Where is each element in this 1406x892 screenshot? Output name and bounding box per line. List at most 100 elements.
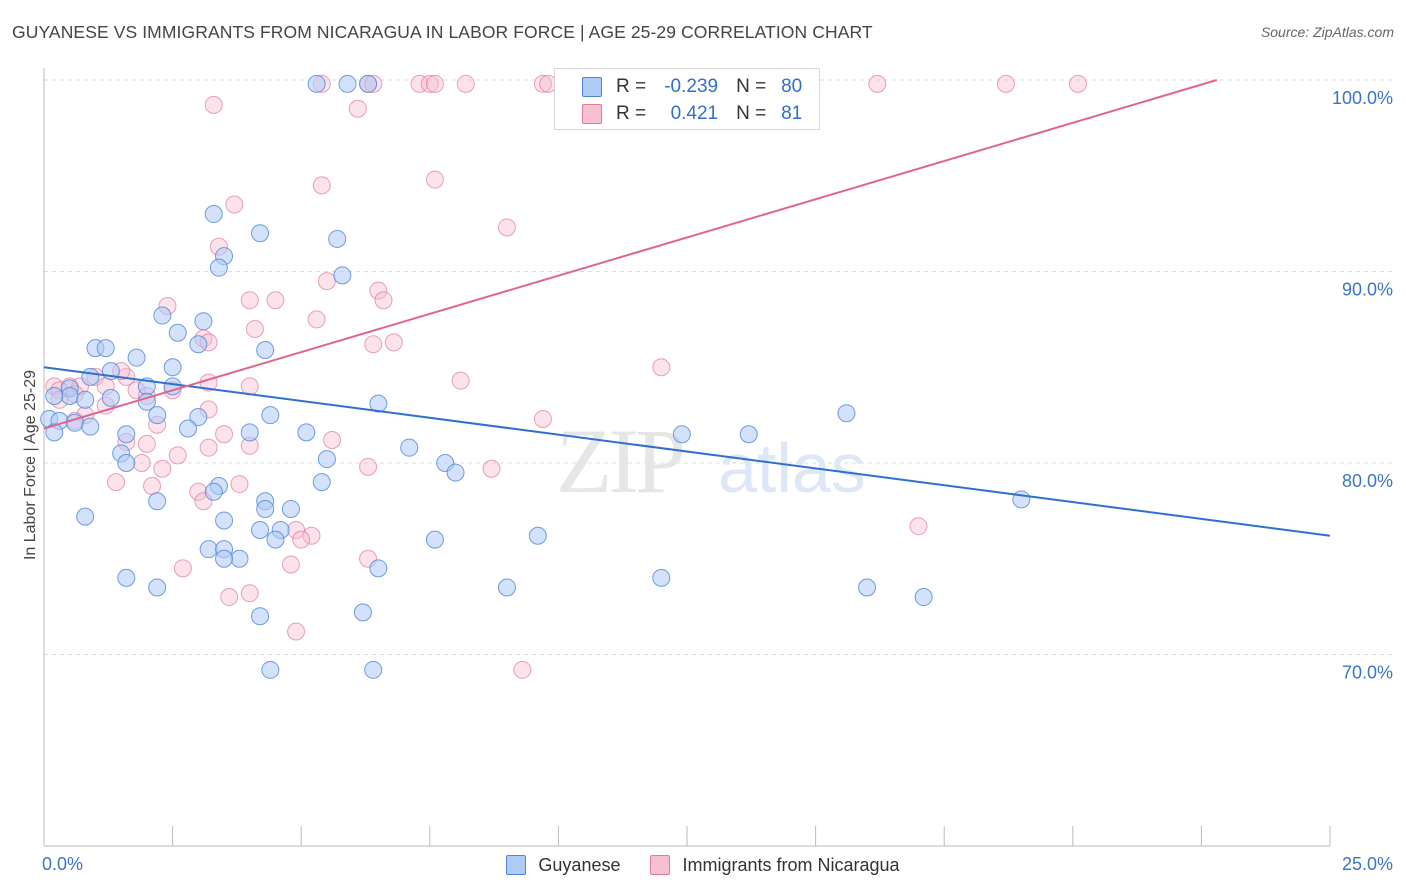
guyanese-point: [101, 388, 120, 407]
guyanese-point: [425, 530, 444, 549]
nicaragua-point: [420, 74, 439, 93]
nicaragua-point: [451, 371, 470, 390]
pink-points: [45, 74, 1087, 679]
guyanese-point: [189, 408, 208, 427]
legend-n-label: N =: [736, 76, 767, 97]
guyanese-point: [148, 492, 167, 511]
legend-n-value: 81: [781, 103, 803, 124]
nicaragua-point: [307, 310, 326, 329]
legend-n-value: 80: [781, 76, 803, 97]
nicaragua-point: [240, 584, 259, 603]
y-axis-label: In Labor Force | Age 25-29: [22, 370, 39, 560]
guyanese-point: [251, 521, 270, 540]
guyanese-point: [369, 394, 388, 413]
guyanese-point: [317, 450, 336, 469]
nicaragua-point: [425, 74, 444, 93]
guyanese-point: [359, 74, 378, 93]
guyanese-point: [148, 578, 167, 597]
guyanese-point: [251, 224, 270, 243]
guyanese-point: [117, 425, 136, 444]
guyanese-point: [837, 404, 856, 423]
nicaragua-point: [317, 272, 336, 291]
nicaragua-point: [292, 530, 311, 549]
guyanese-point: [328, 229, 347, 248]
legend-r-value: -0.239: [664, 76, 719, 97]
nicaragua-point: [204, 95, 223, 114]
nicaragua-point: [497, 218, 516, 237]
nicaragua-point: [225, 195, 244, 214]
guyanese-point: [338, 74, 357, 93]
guyanese-point: [312, 473, 331, 492]
legend-row-guyanese: R = -0.239 N = 80: [555, 73, 802, 101]
guyanese-point: [81, 367, 100, 386]
guyanese-point: [215, 549, 234, 568]
guyanese-point: [153, 306, 172, 325]
nicaragua-point: [153, 459, 172, 478]
guyanese-point: [297, 423, 316, 442]
nicaragua-point: [281, 555, 300, 574]
nicaragua-point: [215, 425, 234, 444]
nicaragua-point: [513, 660, 532, 679]
guyanese-point: [45, 423, 64, 442]
nicaragua-point: [533, 409, 552, 428]
guyanese-point: [256, 499, 275, 518]
nicaragua-point: [868, 74, 887, 93]
guyanese-point: [858, 578, 877, 597]
guyanese-point: [497, 578, 516, 597]
guyanese-trend-line: [43, 366, 1331, 537]
blue-points: [40, 74, 1031, 679]
nicaragua-trend-line: [43, 79, 1218, 430]
grid-lines: [44, 79, 1392, 655]
guyanese-point: [117, 454, 136, 472]
chart-title: GUYANESE VS IMMIGRANTS FROM NICARAGUA IN…: [12, 22, 873, 42]
x-tick-label: 0.0%: [42, 854, 83, 874]
nicaragua-point: [245, 319, 264, 338]
nicaragua-point: [173, 559, 192, 578]
guyanese-point: [528, 526, 547, 545]
guyanese-point: [369, 559, 388, 578]
y-tick-label: 80.0%: [1342, 471, 1393, 491]
guyanese-point: [672, 425, 691, 444]
series-legend-guyanese: Guyanese: [506, 855, 620, 876]
nicaragua-point: [369, 281, 388, 300]
nicaragua-point: [143, 476, 162, 495]
nicaragua-point: [425, 170, 444, 189]
nicaragua-point: [348, 99, 367, 118]
nicaragua-point: [909, 517, 928, 536]
nicaragua-point: [137, 434, 156, 453]
y-tick-label: 100.0%: [1332, 88, 1393, 108]
guyanese-point: [117, 568, 136, 587]
guyanese-point: [1012, 490, 1031, 509]
legend-r-value: 0.421: [670, 103, 719, 124]
guyanese-point: [204, 482, 223, 501]
nicaragua-point: [312, 176, 331, 195]
trend-lines: [43, 79, 1331, 537]
x-tick-label: 25.0%: [1342, 854, 1393, 874]
guyanese-point: [60, 386, 79, 405]
nicaragua-point: [482, 459, 501, 478]
nicaragua-point: [266, 291, 285, 310]
legend-r-label: R =: [616, 103, 647, 124]
y-tick-label: 70.0%: [1342, 663, 1393, 683]
guyanese-point: [76, 390, 95, 409]
guyanese-point: [127, 348, 146, 367]
guyanese-point: [204, 205, 223, 224]
nicaragua-point: [240, 291, 259, 310]
guyanese-point: [353, 603, 372, 622]
series-legend: Guyanese Immigrants from Nicaragua: [0, 852, 1406, 878]
guyanese-point: [194, 312, 213, 331]
nicaragua-point: [1068, 74, 1087, 93]
series-label-nicaragua: Immigrants from Nicaragua: [682, 854, 900, 875]
x-tick-labels: 0.0% 25.0%: [42, 854, 1393, 874]
guyanese-point: [261, 660, 280, 679]
guyanese-point: [307, 74, 326, 93]
legend-n-label: N =: [736, 103, 767, 124]
series-swatch-blue: [506, 855, 527, 875]
nicaragua-point: [364, 335, 383, 354]
nicaragua-point: [359, 457, 378, 476]
nicaragua-point: [410, 74, 429, 93]
guyanese-point: [266, 530, 285, 549]
y-tick-label: 90.0%: [1342, 280, 1393, 300]
nicaragua-point: [384, 333, 403, 352]
